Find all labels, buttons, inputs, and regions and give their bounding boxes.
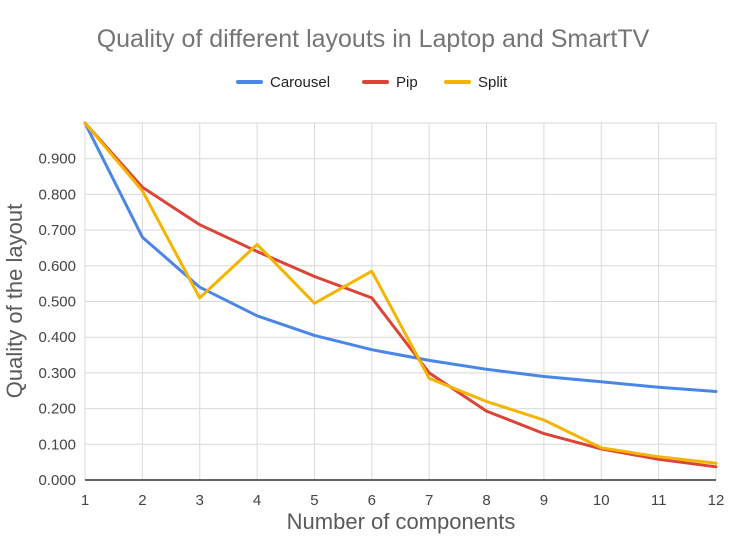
y-tick-label: 0.900 [38,151,76,168]
x-tick-label: 6 [368,492,376,509]
legend-label-carousel: Carousel [270,74,330,91]
x-tick-label: 2 [138,492,146,509]
x-tick-label: 7 [425,492,433,509]
y-tick-label: 0.400 [38,329,76,346]
grid [84,122,717,481]
x-axis-ticks: 1 2 3 4 5 6 7 8 9 10 11 12 [81,492,725,509]
y-axis-ticks: 0.000 0.100 0.200 0.300 0.400 0.500 0.600 0.700… [38,151,76,489]
series-line-split [83,121,718,465]
x-tick-label: 8 [482,492,490,509]
x-tick-label: 5 [310,492,318,509]
x-axis-title: Number of components [287,509,516,534]
y-tick-label: 0.300 [38,365,76,382]
y-tick-label: 0.600 [38,258,76,275]
x-tick-label: 11 [651,492,667,509]
x-tick-label: 4 [253,492,261,509]
series-lines [83,121,718,469]
legend-label-pip: Pip [396,74,418,91]
x-tick-label: 1 [81,492,89,509]
legend-label-split: Split [478,74,508,91]
y-tick-label: 0.700 [38,222,76,239]
x-tick-label: 12 [708,492,725,509]
legend: Carousel Pip Split [236,74,508,91]
y-tick-label: 0.200 [38,401,76,418]
y-tick-label: 0.500 [38,294,76,311]
y-axis-title: Quality of the layout [2,204,27,398]
x-tick-label: 10 [593,492,610,509]
y-tick-label: 0.800 [38,186,76,203]
y-tick-label: 0.000 [38,472,76,489]
chart-title: Quality of different layouts in Laptop a… [97,25,650,53]
series-line-pip [83,121,718,469]
x-tick-label: 9 [540,492,548,509]
x-tick-label: 3 [196,492,204,509]
y-tick-label: 0.100 [38,436,76,453]
